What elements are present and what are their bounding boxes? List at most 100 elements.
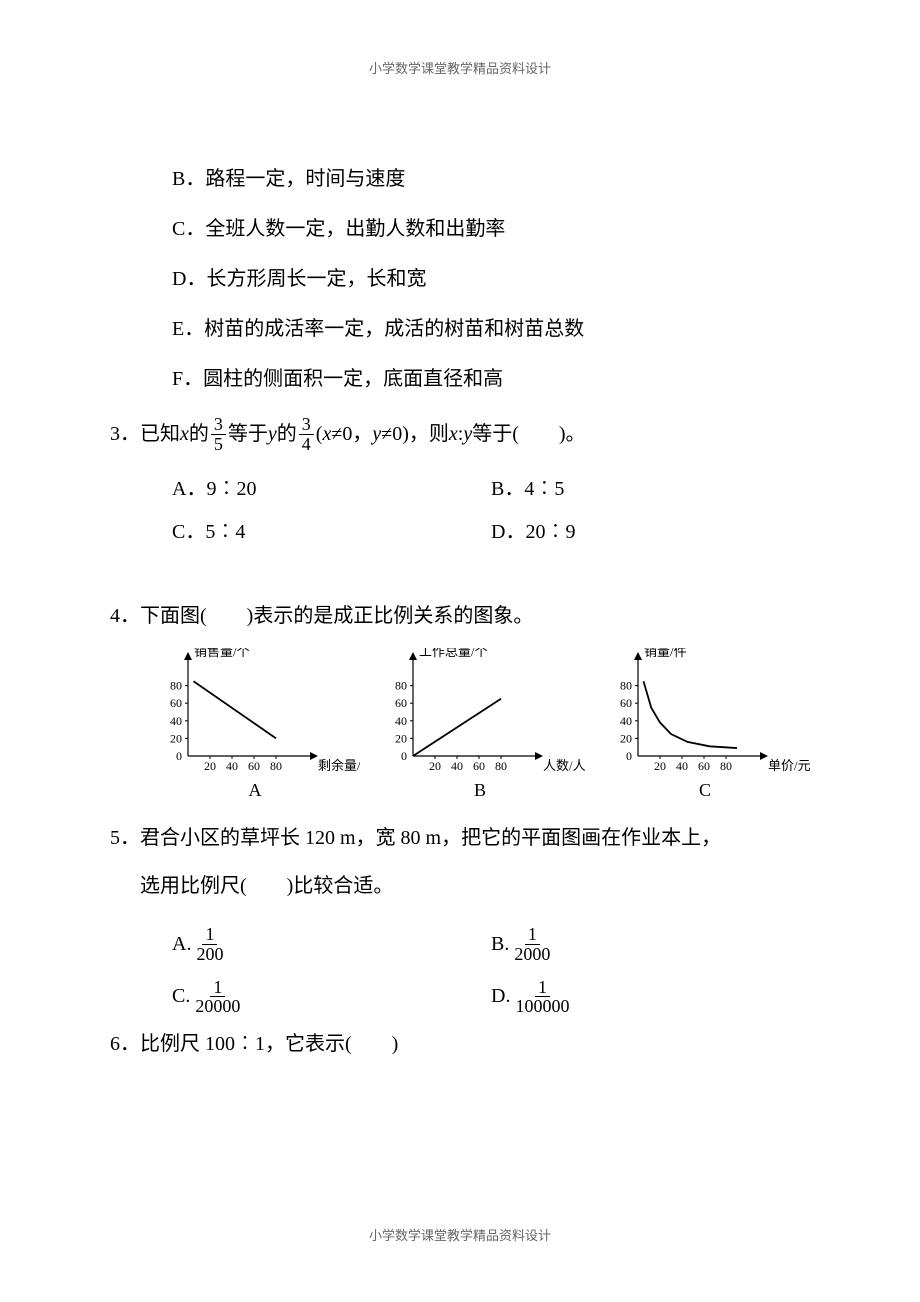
svg-text:20: 20 — [170, 731, 182, 745]
frac-den: 200 — [193, 945, 226, 964]
q3-x: x — [180, 420, 189, 448]
svg-text:60: 60 — [698, 759, 710, 773]
svg-text:60: 60 — [473, 759, 485, 773]
charts-row: 20406080020406080销售量/个剩余量/个 A 2040608002… — [150, 648, 810, 801]
q3-x2: x — [322, 420, 331, 448]
q5-a-frac: 1 200 — [193, 925, 226, 964]
svg-text:0: 0 — [176, 749, 182, 763]
main-content: B．路程一定，时间与速度 C．全班人数一定，出勤人数和出勤率 D．长方形周长一定… — [110, 165, 810, 1076]
option-b: B．路程一定，时间与速度 — [110, 165, 810, 193]
q3-opt-a: A．9︰20 — [172, 472, 491, 501]
q4-stem: 4．下面图( )表示的是成正比例关系的图象。 — [110, 602, 810, 630]
q3-y: y — [268, 420, 277, 448]
svg-text:0: 0 — [401, 749, 407, 763]
q3-yde: 的 — [277, 420, 297, 448]
frac-num: 1 — [525, 925, 540, 945]
frac-den: 5 — [211, 435, 226, 454]
svg-text:80: 80 — [620, 678, 632, 692]
q5-row2: C. 1 20000 D. 1 100000 — [110, 978, 810, 1017]
svg-text:40: 40 — [620, 714, 632, 728]
q3-opt-c: C．5︰4 — [172, 515, 491, 544]
svg-text:80: 80 — [720, 759, 732, 773]
svg-text:60: 60 — [248, 759, 260, 773]
frac-num: 1 — [535, 978, 550, 998]
svg-text:80: 80 — [495, 759, 507, 773]
q3-row2: C．5︰4 D．20︰9 — [110, 515, 810, 544]
chart-a: 20 40 60 80 0 20 40 60 80 销售量/个剩余量/个 A — [150, 648, 360, 801]
chart-c-label: C — [600, 780, 810, 801]
q3-cond3: ≠0)，则 — [381, 420, 449, 448]
q5-stem1: 5．君合小区的草坪长 120 m，宽 80 m，把它的平面图画在作业本上， — [110, 817, 810, 859]
svg-text:工作总量/个: 工作总量/个 — [419, 648, 488, 659]
chart-b-label: B — [375, 780, 585, 801]
q3-frac1: 3 5 — [211, 415, 226, 454]
svg-text:40: 40 — [226, 759, 238, 773]
q5-opt-d: D. 1 100000 — [491, 978, 810, 1017]
frac-den: 4 — [299, 435, 314, 454]
svg-text:0: 0 — [626, 749, 632, 763]
q5-opt-b: B. 1 2000 — [491, 925, 810, 964]
svg-text:80: 80 — [395, 678, 407, 692]
svg-text:40: 40 — [395, 714, 407, 728]
q5-d-label: D. — [491, 985, 510, 1008]
frac-den: 20000 — [192, 997, 243, 1016]
svg-text:40: 40 — [676, 759, 688, 773]
q6-stem: 6．比例尺 100︰1，它表示( ) — [110, 1030, 810, 1058]
q3-y3: y — [463, 420, 472, 448]
q5-c-frac: 1 20000 — [192, 978, 243, 1017]
q3-cond2: ≠0， — [331, 420, 372, 448]
q3-dengyu: 等于 — [228, 420, 268, 448]
svg-text:20: 20 — [204, 759, 216, 773]
svg-text:剩余量/个: 剩余量/个 — [318, 758, 360, 773]
q3-opt-d: D．20︰9 — [491, 515, 810, 544]
q5-d-frac: 1 100000 — [512, 978, 572, 1017]
q5-b-frac: 1 2000 — [511, 925, 553, 964]
frac-num: 3 — [299, 415, 314, 435]
chart-c-svg: 20 40 60 80 0 20 40 60 80 销量/件单价/元 — [600, 648, 810, 778]
svg-text:80: 80 — [170, 678, 182, 692]
svg-text:20: 20 — [620, 731, 632, 745]
svg-text:60: 60 — [620, 696, 632, 710]
svg-text:60: 60 — [395, 696, 407, 710]
q3-frac2: 3 4 — [299, 415, 314, 454]
svg-text:人数/人: 人数/人 — [543, 758, 585, 773]
q3-prefix: 3．已知 — [110, 420, 180, 448]
page-footer: 小学数学课堂教学精品资料设计 — [0, 1225, 920, 1244]
q3-xde: 的 — [189, 420, 209, 448]
svg-text:20: 20 — [654, 759, 666, 773]
q5-b-label: B. — [491, 933, 509, 956]
q5-a-label: A. — [172, 933, 191, 956]
q5-stem2: 选用比例尺( )比较合适。 — [110, 865, 810, 907]
q5-opt-a: A. 1 200 — [172, 925, 491, 964]
q5-row1: A. 1 200 B. 1 2000 — [110, 925, 810, 964]
option-d: D．长方形周长一定，长和宽 — [110, 265, 810, 293]
svg-text:销量/件: 销量/件 — [644, 648, 687, 659]
svg-text:40: 40 — [451, 759, 463, 773]
page-header: 小学数学课堂教学精品资料设计 — [0, 58, 920, 77]
svg-text:销售量/个: 销售量/个 — [194, 648, 250, 659]
svg-text:单价/元: 单价/元 — [768, 758, 810, 773]
frac-den: 2000 — [511, 945, 553, 964]
svg-text:80: 80 — [270, 759, 282, 773]
q3-ratio: 等于( )。 — [472, 420, 585, 448]
frac-den: 100000 — [512, 997, 572, 1016]
chart-a-label: A — [150, 780, 360, 801]
q3-row1: A．9︰20 B．4︰5 — [110, 472, 810, 501]
chart-c: 20 40 60 80 0 20 40 60 80 销量/件单价/元 C — [600, 648, 810, 801]
svg-text:40: 40 — [170, 714, 182, 728]
q3-x3: x — [449, 420, 458, 448]
svg-text:60: 60 — [170, 696, 182, 710]
frac-num: 3 — [211, 415, 226, 435]
frac-num: 1 — [210, 978, 225, 998]
q3-stem: 3．已知 x 的 3 5 等于 y 的 3 4 ( x ≠0， y ≠0)，则 … — [110, 415, 810, 454]
svg-text:20: 20 — [395, 731, 407, 745]
chart-b: 20 40 60 80 0 20 40 60 80 工作总量/个人数/人 B — [375, 648, 585, 801]
chart-b-svg: 20 40 60 80 0 20 40 60 80 工作总量/个人数/人 — [375, 648, 585, 778]
option-c: C．全班人数一定，出勤人数和出勤率 — [110, 215, 810, 243]
option-e: E．树苗的成活率一定，成活的树苗和树苗总数 — [110, 315, 810, 343]
q3-opt-b: B．4︰5 — [491, 472, 810, 501]
svg-text:20: 20 — [429, 759, 441, 773]
option-f: F．圆柱的侧面积一定，底面直径和高 — [110, 365, 810, 393]
q3-y2: y — [372, 420, 381, 448]
q5-c-label: C. — [172, 985, 190, 1008]
